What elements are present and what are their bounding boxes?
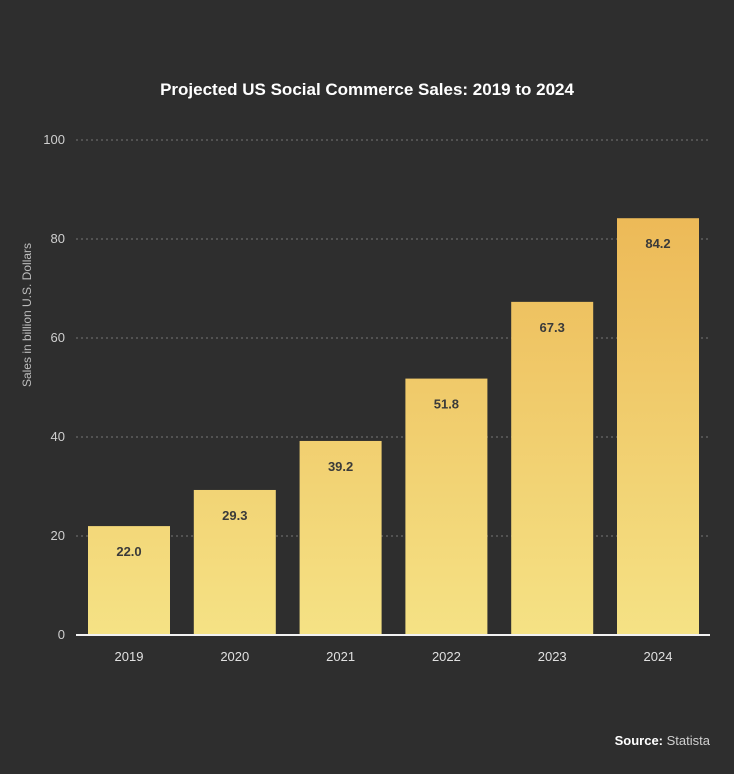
x-tick-label: 2022 [432, 649, 461, 664]
data-label: 29.3 [222, 508, 247, 523]
data-label: 22.0 [116, 544, 141, 559]
y-tick-label: 100 [43, 132, 65, 147]
data-label: 51.8 [434, 397, 459, 412]
source-note: Source: Statista [615, 733, 710, 748]
bar-2021 [299, 440, 382, 635]
y-tick-label: 80 [51, 231, 65, 246]
data-label: 39.2 [328, 459, 353, 474]
bar-2024 [617, 218, 699, 635]
data-label: 67.3 [540, 320, 565, 335]
x-tick-label: 2021 [326, 649, 355, 664]
chart-title: Projected US Social Commerce Sales: 2019… [160, 80, 574, 99]
y-tick-label: 20 [51, 528, 65, 543]
source-value: Statista [666, 733, 710, 748]
x-tick-label: 2020 [220, 649, 249, 664]
bar-2020 [193, 489, 276, 635]
data-label: 84.2 [645, 236, 670, 251]
x-tick-label: 2024 [644, 649, 673, 664]
y-axis-label: Sales in billion U.S. Dollars [20, 243, 34, 387]
y-tick-label: 0 [58, 627, 65, 642]
bar-2022 [405, 378, 488, 635]
source-label: Source: [614, 733, 664, 748]
bar-2019 [88, 526, 170, 635]
x-tick-label: 2019 [115, 649, 144, 664]
y-tick-label: 60 [51, 330, 65, 345]
x-tick-label: 2023 [538, 649, 567, 664]
bar-2023 [511, 301, 594, 635]
y-tick-label: 40 [51, 429, 65, 444]
